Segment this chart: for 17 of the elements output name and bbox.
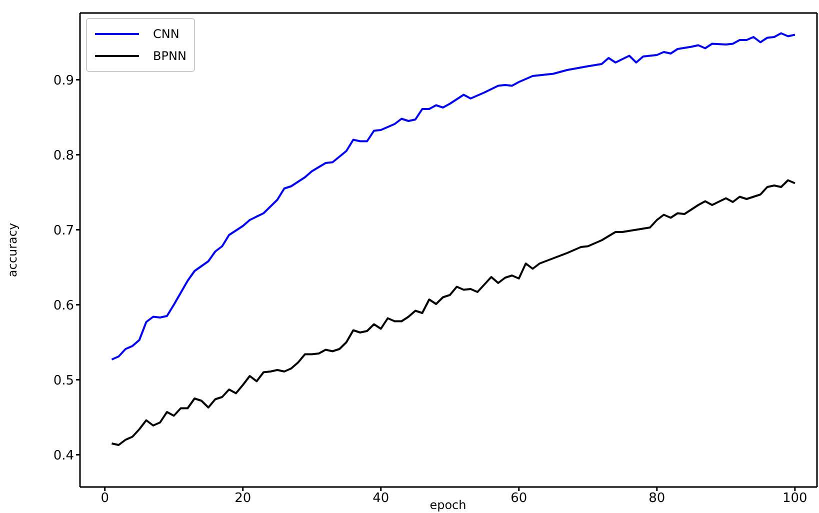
legend-label: BPNN	[153, 49, 186, 63]
line-series	[110, 179, 796, 446]
legend-label: CNN	[153, 27, 180, 41]
y-tick-label: 0.6	[53, 298, 74, 314]
y-tick-label: 0.9	[53, 73, 74, 88]
x-tick-label: 80	[648, 491, 666, 506]
x-tick-label: 60	[510, 491, 528, 506]
y-tick-label: 0.4	[53, 448, 74, 464]
y-tick-label: 0.8	[53, 148, 74, 164]
x-tick-label: 40	[372, 491, 390, 506]
y-tick-label: 0.5	[53, 373, 74, 388]
y-tick-label: 0.7	[53, 223, 74, 238]
x-tick-label: 100	[782, 491, 808, 506]
x-tick-label: 20	[234, 491, 252, 506]
x-tick-label: 0	[100, 491, 109, 506]
y-axis-title: accuracy	[5, 222, 20, 278]
x-axis-title: epoch	[430, 498, 466, 512]
